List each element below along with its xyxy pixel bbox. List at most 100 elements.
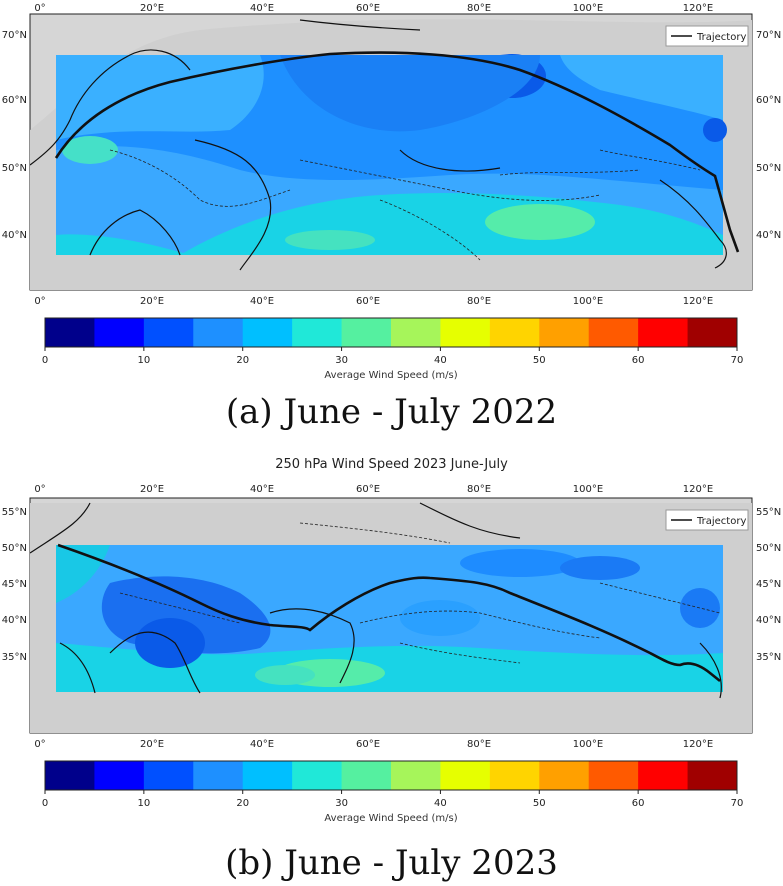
lat-tick-label: 55°N <box>2 507 27 518</box>
lon-tick-label: 0° <box>34 484 45 495</box>
lat-tick-label: 40°N <box>2 230 27 241</box>
colorbar-bin <box>638 318 689 347</box>
lat-ticks-left-2022: 70°N 60°N 50°N 40°N <box>2 30 27 241</box>
lon-tick-label: 100°E <box>573 484 603 495</box>
lon-tick-label: 80°E <box>467 3 491 14</box>
colorbar-bin <box>489 761 540 790</box>
lat-tick-label: 55°N <box>756 507 781 518</box>
lon-tick-label: 20°E <box>140 296 164 307</box>
lon-tick-label: 120°E <box>683 3 713 14</box>
lat-tick-label: 35°N <box>2 652 27 663</box>
colorbar-tick-label: 20 <box>236 355 249 366</box>
lon-tick-label: 20°E <box>140 739 164 750</box>
colorbar-bin <box>94 318 145 347</box>
borders-2023 <box>119 522 721 664</box>
lat-tick-label: 45°N <box>2 579 27 590</box>
colorbar-bin <box>687 761 738 790</box>
lon-tick-label: 60°E <box>356 3 380 14</box>
colorbar-tick-label: 40 <box>434 355 447 366</box>
lat-tick-label: 70°N <box>2 30 27 41</box>
caption-2022: (a) June - July 2022 <box>225 392 558 432</box>
lon-tick-label: 60°E <box>356 296 380 307</box>
wind-field-2022 <box>56 54 727 255</box>
colorbar-tick-label: 20 <box>236 798 249 809</box>
lon-tick-label: 60°E <box>356 739 380 750</box>
lat-ticks-right-2023: 55°N 50°N 45°N 40°N 35°N <box>756 507 781 663</box>
colorbar-tick-label: 60 <box>632 355 645 366</box>
colorbar-label: Average Wind Speed (m/s) <box>324 370 457 381</box>
colorbar-tick-label: 30 <box>335 798 348 809</box>
lon-tick-label: 40°E <box>250 3 274 14</box>
lon-tick-label: 120°E <box>683 484 713 495</box>
colorbar-bin <box>588 761 639 790</box>
colorbar-bin <box>143 318 194 347</box>
lat-ticks-left-2023: 55°N 50°N 45°N 40°N 35°N <box>2 507 27 663</box>
colorbar-bin <box>489 318 540 347</box>
colorbar-bin <box>440 761 491 790</box>
colorbar-bin <box>193 761 244 790</box>
colorbar-label: Average Wind Speed (m/s) <box>324 813 457 824</box>
map-2022: Trajectory 0° 20°E 40°E 60°E 80°E 100°E 120°E … <box>2 3 781 381</box>
colorbar-bin <box>391 318 441 347</box>
lat-tick-label: 40°N <box>2 615 27 626</box>
lon-tick-label: 0° <box>34 739 45 750</box>
lon-ticks-top-2022: 0° 20°E 40°E 60°E 80°E 100°E 120°E <box>34 3 713 14</box>
colorbar-bin <box>94 761 145 790</box>
colorbar-2022: 0 10 20 30 40 50 60 70 <box>42 317 743 366</box>
colorbar-bin <box>638 761 689 790</box>
colorbar-bin <box>687 318 738 347</box>
lon-tick-label: 20°E <box>140 3 164 14</box>
colorbar-bin <box>341 318 392 347</box>
legend-label: Trajectory <box>696 32 746 43</box>
colorbar-bin <box>539 761 590 790</box>
lon-tick-label: 80°E <box>467 484 491 495</box>
colorbar-bin <box>193 318 244 347</box>
borders-2022 <box>109 149 701 261</box>
colorbar-bin <box>292 761 343 790</box>
legend-label: Trajectory <box>696 516 746 527</box>
lon-tick-label: 0° <box>34 3 45 14</box>
colorbar-tick-label: 10 <box>137 798 150 809</box>
lat-tick-label: 70°N <box>756 30 781 41</box>
colorbar-bin <box>242 761 293 790</box>
lon-tick-label: 40°E <box>250 739 274 750</box>
colorbar-bin <box>341 761 392 790</box>
colorbar-frame <box>44 317 738 348</box>
colorbar-bin <box>588 318 639 347</box>
lat-ticks-right-2022: 70°N 60°N 50°N 40°N <box>756 30 781 241</box>
lon-tick-label: 20°E <box>140 484 164 495</box>
caption-2023: (b) June - July 2023 <box>225 843 558 883</box>
colorbar-2023: 0 10 20 30 40 50 60 70 <box>42 760 743 809</box>
lat-tick-label: 50°N <box>756 543 781 554</box>
lat-tick-label: 40°N <box>756 230 781 241</box>
lat-tick-label: 60°N <box>2 95 27 106</box>
colorbar-bin <box>45 761 95 790</box>
panel-2023: 250 hPa Wind Speed 2023 June-July <box>0 443 783 886</box>
legend-2022: Trajectory <box>665 25 749 47</box>
colorbar-tick-label: 10 <box>137 355 150 366</box>
lat-tick-label: 35°N <box>756 652 781 663</box>
lon-ticks-bottom-2022: 0° 20°E 40°E 60°E 80°E 100°E 120°E <box>34 296 713 307</box>
lon-ticks-top-2023: 0° 20°E 40°E 60°E 80°E 100°E 120°E <box>34 484 713 495</box>
lon-tick-label: 80°E <box>467 296 491 307</box>
colorbar-tick-label: 40 <box>434 798 447 809</box>
lat-tick-label: 50°N <box>2 543 27 554</box>
colorbar-tick-label: 0 <box>42 355 48 366</box>
lat-tick-label: 50°N <box>2 163 27 174</box>
colorbar-bin <box>242 318 293 347</box>
lon-tick-label: 60°E <box>356 484 380 495</box>
colorbar-bin <box>440 318 491 347</box>
lon-tick-label: 100°E <box>573 296 603 307</box>
lon-tick-label: 80°E <box>467 739 491 750</box>
lon-tick-label: 0° <box>34 296 45 307</box>
colorbar-tick-label: 60 <box>632 798 645 809</box>
colorbar-bin <box>391 761 441 790</box>
wind-field-2023 <box>56 545 723 692</box>
lat-tick-label: 45°N <box>756 579 781 590</box>
lon-tick-label: 40°E <box>250 484 274 495</box>
colorbar-frame <box>44 760 738 791</box>
colorbar-bin <box>292 318 343 347</box>
trajectory-2023 <box>57 543 721 683</box>
colorbar-bin <box>539 318 590 347</box>
legend-2023: Trajectory <box>665 509 749 531</box>
